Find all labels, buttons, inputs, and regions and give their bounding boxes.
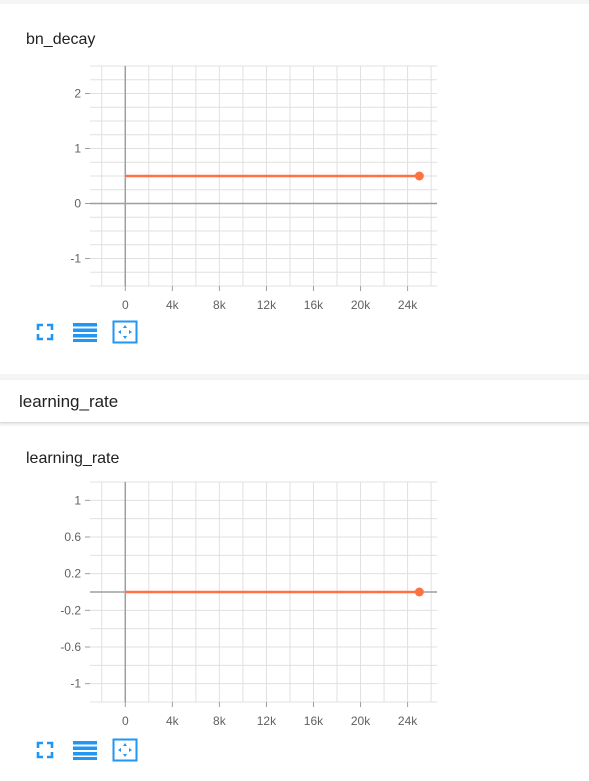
x-tick-label: 0 <box>122 298 129 312</box>
x-tick-label: 4k <box>166 298 180 312</box>
fit-domain-icon[interactable] <box>112 738 138 762</box>
y-tick-label: 0.6 <box>64 530 81 544</box>
y-tick-label: 1 <box>74 493 81 507</box>
x-tick-label: 24k <box>398 298 418 312</box>
section-header[interactable]: learning_rate <box>0 380 589 422</box>
y-tick-label: 2 <box>74 87 81 101</box>
series-last-point <box>414 171 424 181</box>
chart-bn-decay: -1 0 1 2 0 4k 8k 12k 16k 20k 24k <box>70 65 437 312</box>
y-tick-label: 0 <box>74 197 81 211</box>
y-tick-label: -1 <box>70 677 81 691</box>
x-tick-label: 12k <box>257 298 277 312</box>
expand-icon[interactable] <box>34 320 60 344</box>
y-tick-label: -0.6 <box>60 640 81 654</box>
x-tick-label: 20k <box>351 714 371 728</box>
y-tick-label: -1 <box>70 252 81 266</box>
y-tick-label: -0.2 <box>60 603 81 617</box>
x-tick-label: 8k <box>213 714 227 728</box>
expand-icon[interactable] <box>34 738 60 762</box>
x-tick-label: 12k <box>257 714 277 728</box>
x-tick-label: 24k <box>398 714 418 728</box>
x-tick-label: 0 <box>122 714 129 728</box>
series-last-point <box>414 587 424 597</box>
chart-title: bn_decay <box>26 31 96 48</box>
list-icon[interactable] <box>73 738 99 762</box>
chart-title: learning_rate <box>26 450 120 467</box>
fit-domain-icon[interactable] <box>112 320 138 344</box>
x-tick-label: 4k <box>166 714 180 728</box>
y-tick-label: 0.2 <box>64 567 81 581</box>
x-tick-label: 8k <box>213 298 227 312</box>
chart-card-learning-rate: learning_rate -1 -0.6 -0.2 0.2 0.6 1 0 4k 8k 12k 1… <box>0 426 589 781</box>
list-icon[interactable] <box>73 320 99 344</box>
x-tick-label: 20k <box>351 298 371 312</box>
chart-card-bn-decay: bn_decay -1 0 1 2 0 4k 8k 12k 16k 20k 24k <box>0 4 589 374</box>
x-tick-label: 16k <box>304 714 324 728</box>
section-title: learning_rate <box>19 392 119 411</box>
y-tick-label: 1 <box>74 142 81 156</box>
x-tick-label: 16k <box>304 298 324 312</box>
chart-learning-rate: -1 -0.6 -0.2 0.2 0.6 1 0 4k 8k 12k 16k 20k 24k <box>60 481 437 728</box>
